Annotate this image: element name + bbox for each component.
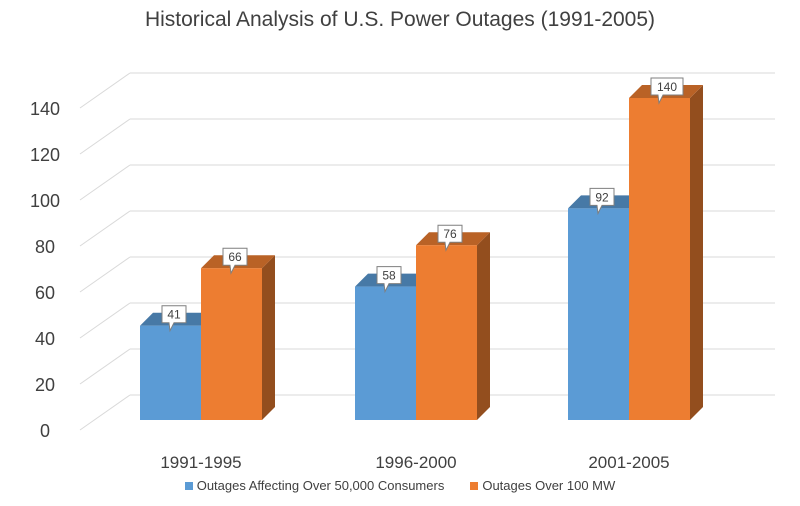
gridline-depth — [79, 394, 131, 431]
bar-side — [262, 255, 275, 420]
data-label-box — [437, 224, 463, 252]
chart-title: Historical Analysis of U.S. Power Outage… — [144, 8, 656, 31]
gridline-depth — [79, 302, 131, 339]
legend-item-series-1: Outages Affecting Over 50,000 Consumers — [184, 478, 445, 493]
legend-swatch-series-1 — [184, 481, 193, 490]
x-tick-label: 1996-2000 — [375, 453, 456, 470]
data-label-box — [589, 187, 615, 216]
plot-area: 0 20 40 60 80 100 120 140 41 66 1991-1995 58 76 1996-… — [30, 72, 775, 470]
bar — [568, 208, 629, 420]
bar — [355, 286, 416, 420]
y-tick-label: 140 — [30, 99, 60, 119]
legend-swatch-series-2 — [470, 481, 479, 490]
data-label-box — [222, 247, 248, 275]
legend-label-series-1: Outages Affecting Over 50,000 Consumers — [196, 478, 445, 493]
gridline-depth — [79, 210, 131, 247]
y-tick-label: 20 — [35, 375, 55, 395]
bar-side — [477, 232, 490, 420]
y-tick-label: 40 — [35, 329, 55, 349]
gridline-depth — [79, 72, 131, 109]
gridline-depth — [79, 118, 131, 155]
gridline-depth — [79, 256, 131, 293]
data-label-box — [161, 305, 187, 333]
data-label-box — [376, 266, 402, 294]
legend: Outages Affecting Over 50,000 Consumers … — [0, 478, 800, 493]
data-label-box — [650, 77, 684, 105]
data-label: 76 — [443, 227, 457, 241]
y-tick-label: 120 — [30, 145, 60, 165]
gridline-depth — [79, 348, 131, 385]
bar-side — [690, 85, 703, 420]
bar — [629, 98, 690, 420]
x-tick-label: 1991-1995 — [160, 453, 241, 470]
data-label: 58 — [382, 269, 396, 283]
gridline-depth — [79, 164, 131, 201]
data-label: 66 — [228, 250, 242, 264]
bar — [140, 325, 201, 420]
data-label: 92 — [595, 190, 609, 204]
y-tick-label: 60 — [35, 283, 55, 303]
legend-item-series-2: Outages Over 100 MW — [470, 478, 615, 493]
y-tick-label: 100 — [30, 191, 60, 211]
x-tick-label: 2001-2005 — [588, 453, 669, 470]
legend-label-series-2: Outages Over 100 MW — [482, 478, 616, 493]
y-tick-label: 80 — [35, 237, 55, 257]
bar — [416, 245, 477, 420]
data-label: 140 — [657, 80, 677, 94]
data-label: 41 — [167, 308, 181, 322]
bar — [201, 268, 262, 420]
y-tick-label: 0 — [40, 421, 50, 441]
